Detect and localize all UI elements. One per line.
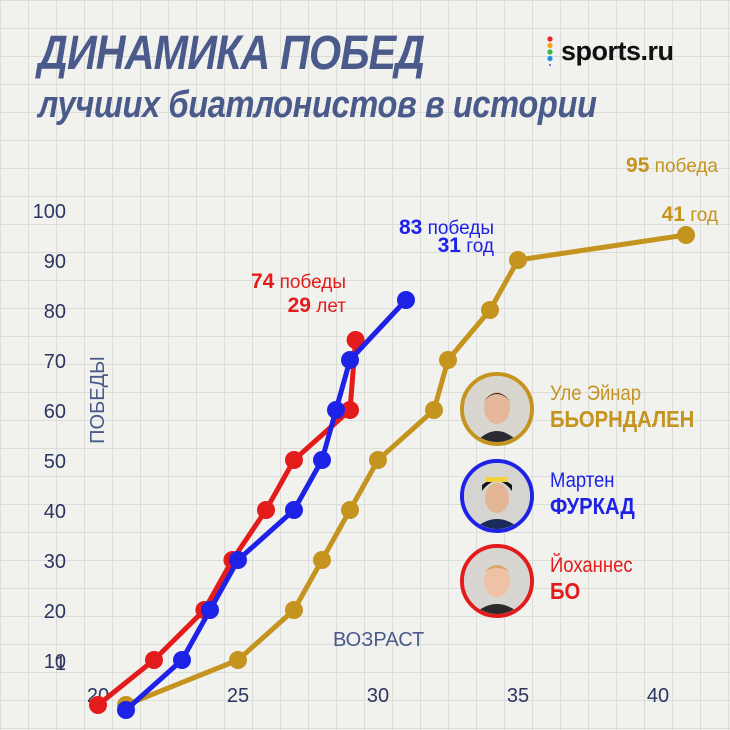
legend-item-fourcade: Мартен ФУРКАД (460, 459, 720, 539)
data-point (229, 551, 247, 569)
data-point (677, 226, 695, 244)
data-point (509, 251, 527, 269)
avatar (460, 459, 534, 533)
logo-text: sports.ru (561, 35, 674, 66)
endpoint-age-label: 31 год (438, 234, 494, 257)
endpoint-wins-label: 74 победы (251, 270, 346, 293)
data-point (117, 701, 135, 719)
data-point (229, 651, 247, 669)
y-tick-label: 100 (33, 201, 66, 223)
data-point (89, 696, 107, 714)
legend-first-name: Мартен (550, 469, 615, 492)
legend-first-name: Уле Эйнар (550, 382, 642, 405)
data-point (439, 351, 457, 369)
endpoint-wins-label: 83 победы (399, 216, 494, 239)
axes: 11020304050607080901002025303540ВОЗРАСТП… (33, 201, 670, 707)
x-tick-label: 35 (507, 685, 529, 707)
x-tick-label: 30 (367, 685, 389, 707)
y-tick-label: 80 (44, 301, 66, 323)
y-axis-label: ПОБЕДЫ (87, 356, 109, 444)
legend-item-boe: Йоханнес БО (460, 544, 720, 624)
data-point (313, 551, 331, 569)
data-point (285, 451, 303, 469)
legend-last-name: ФУРКАД (550, 493, 635, 519)
data-point (313, 451, 331, 469)
sports-logo[interactable]: sports.ru (545, 34, 674, 68)
series-1 (117, 291, 415, 719)
athlete-portrait-icon (464, 463, 530, 529)
y-tick-label: 20 (44, 601, 66, 623)
legend-first-name: Йоханнес (550, 554, 633, 577)
x-tick-label: 40 (647, 685, 669, 707)
y-tick-label: 10 (44, 651, 66, 673)
logo-dots-icon (547, 36, 553, 66)
data-point (346, 331, 365, 349)
athlete-portrait-icon (464, 548, 530, 614)
endpoint-age-label: 41 год (662, 203, 718, 226)
series-2 (89, 331, 365, 714)
y-tick-label: 1 (55, 653, 66, 675)
endpoint-age-label: 29 лет (288, 294, 347, 317)
series-line (95, 337, 359, 708)
y-tick-label: 90 (44, 251, 66, 273)
x-tick-label: 25 (227, 685, 249, 707)
y-tick-label: 50 (44, 451, 66, 473)
y-tick-label: 70 (44, 351, 66, 373)
data-point (341, 401, 359, 419)
series (89, 226, 695, 719)
data-point (173, 651, 191, 669)
legend-last-name: БО (550, 578, 581, 604)
series-0 (117, 226, 695, 714)
legend-last-name: БЬОРНДАЛЕН (550, 406, 695, 432)
y-tick-label: 60 (44, 401, 66, 423)
page-subtitle: лучших биатлонистов в истории (38, 84, 597, 126)
data-point (327, 401, 345, 419)
data-point (285, 501, 303, 519)
data-point (341, 351, 359, 369)
data-point (397, 291, 415, 309)
data-point (341, 501, 359, 519)
data-point (201, 601, 219, 619)
y-tick-label: 40 (44, 501, 66, 523)
data-point (425, 401, 443, 419)
athlete-portrait-icon (464, 376, 530, 442)
data-point (481, 301, 499, 319)
y-tick-label: 30 (44, 551, 66, 573)
data-point (257, 501, 275, 519)
data-point (369, 451, 387, 469)
endpoint-wins-label: 95 победа (626, 154, 718, 177)
x-axis-label: ВОЗРАСТ (333, 629, 424, 651)
page-title: ДИНАМИКА ПОБЕД (38, 27, 425, 80)
legend-item-bjorndalen: Уле Эйнар БЬОРНДАЛЕН (460, 372, 720, 452)
avatar (460, 544, 534, 618)
avatar (460, 372, 534, 446)
data-point (285, 601, 303, 619)
data-point (145, 651, 163, 669)
